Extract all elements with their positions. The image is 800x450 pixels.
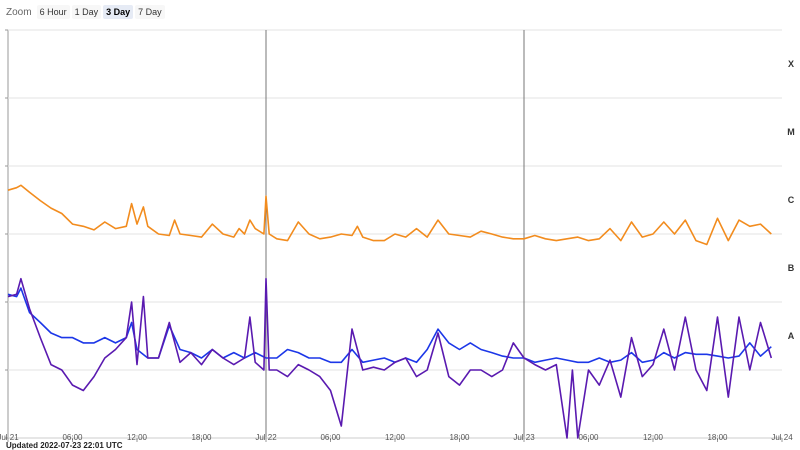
- zoom-7-day-button[interactable]: 7 Day: [135, 5, 165, 19]
- flare-class-label-a: A: [788, 331, 795, 341]
- flare-class-label-b: B: [788, 263, 795, 273]
- flare-class-label-m: M: [787, 127, 795, 137]
- x-tick-label: 12:00: [643, 433, 664, 442]
- x-tick-label: Jul 22: [255, 433, 277, 442]
- series-line-0: [7, 184, 772, 246]
- flare-class-label-c: C: [788, 195, 795, 205]
- x-tick-label: Jul 23: [513, 433, 535, 442]
- zoom-label: Zoom: [6, 6, 32, 18]
- x-tick-label: 18:00: [449, 433, 470, 442]
- x-tick-label: 06:00: [578, 433, 599, 442]
- x-tick-label: Jul 21: [0, 433, 19, 442]
- x-tick-label: 12:00: [127, 433, 148, 442]
- x-tick-label: 06:00: [62, 433, 83, 442]
- zoom-bar: Zoom 6 Hour 1 Day 3 Day 7 Day: [6, 4, 165, 20]
- flare-class-label-x: X: [788, 59, 794, 69]
- x-tick-label: 06:00: [320, 433, 341, 442]
- updated-timestamp: Updated 2022-07-23 22:01 UTC: [6, 441, 123, 450]
- series-line-2: [7, 277, 773, 439]
- zoom-1-day-button[interactable]: 1 Day: [71, 5, 102, 19]
- x-tick-label: 18:00: [191, 433, 212, 442]
- zoom-6-hour-button[interactable]: 6 Hour: [36, 5, 70, 19]
- zoom-3-day-button[interactable]: 3 Day: [103, 5, 134, 19]
- x-tick-label: 18:00: [707, 433, 728, 442]
- x-tick-label: Jul 24: [771, 433, 793, 442]
- x-tick-label: 12:00: [385, 433, 406, 442]
